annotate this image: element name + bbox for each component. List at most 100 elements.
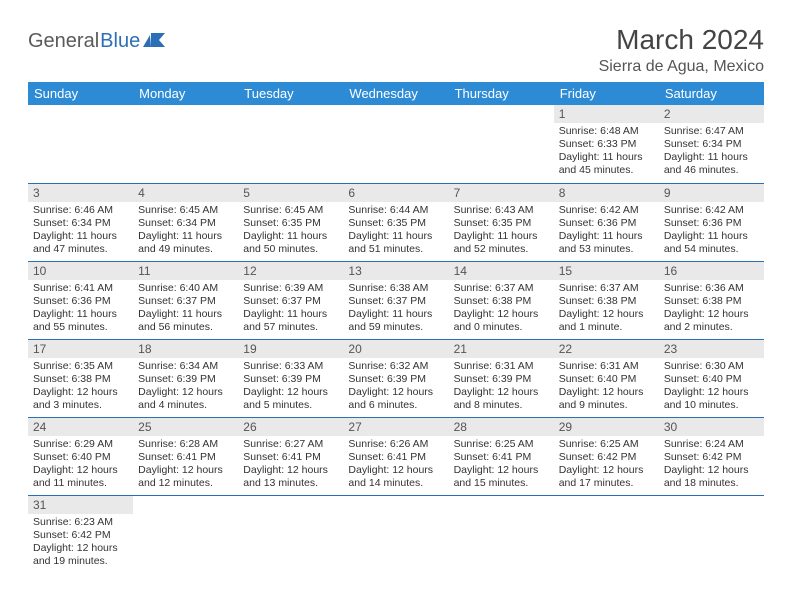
day-number: 6 bbox=[343, 184, 448, 202]
day-number: 14 bbox=[449, 262, 554, 280]
day-number: 23 bbox=[659, 340, 764, 358]
calendar-cell: 12Sunrise: 6:39 AMSunset: 6:37 PMDayligh… bbox=[238, 261, 343, 339]
day-number: 31 bbox=[28, 496, 133, 514]
day-details: Sunrise: 6:30 AMSunset: 6:40 PMDaylight:… bbox=[659, 358, 764, 416]
calendar-cell bbox=[28, 105, 133, 183]
day-number: 4 bbox=[133, 184, 238, 202]
day-details: Sunrise: 6:36 AMSunset: 6:38 PMDaylight:… bbox=[659, 280, 764, 338]
day-number: 21 bbox=[449, 340, 554, 358]
day-number: 17 bbox=[28, 340, 133, 358]
day-number: 8 bbox=[554, 184, 659, 202]
day-number: 5 bbox=[238, 184, 343, 202]
logo-text-blue: Blue bbox=[100, 30, 140, 53]
day-number: 9 bbox=[659, 184, 764, 202]
calendar-body: 1Sunrise: 6:48 AMSunset: 6:33 PMDaylight… bbox=[28, 105, 764, 573]
day-details: Sunrise: 6:40 AMSunset: 6:37 PMDaylight:… bbox=[133, 280, 238, 338]
day-details: Sunrise: 6:34 AMSunset: 6:39 PMDaylight:… bbox=[133, 358, 238, 416]
calendar-cell: 15Sunrise: 6:37 AMSunset: 6:38 PMDayligh… bbox=[554, 261, 659, 339]
day-details: Sunrise: 6:47 AMSunset: 6:34 PMDaylight:… bbox=[659, 123, 764, 181]
calendar-cell: 8Sunrise: 6:42 AMSunset: 6:36 PMDaylight… bbox=[554, 183, 659, 261]
calendar-table: SundayMondayTuesdayWednesdayThursdayFrid… bbox=[28, 82, 764, 573]
day-number: 2 bbox=[659, 105, 764, 123]
day-number: 7 bbox=[449, 184, 554, 202]
calendar-cell: 28Sunrise: 6:25 AMSunset: 6:41 PMDayligh… bbox=[449, 417, 554, 495]
calendar-cell: 9Sunrise: 6:42 AMSunset: 6:36 PMDaylight… bbox=[659, 183, 764, 261]
day-number: 27 bbox=[343, 418, 448, 436]
calendar-week-row: 24Sunrise: 6:29 AMSunset: 6:40 PMDayligh… bbox=[28, 417, 764, 495]
month-title: March 2024 bbox=[599, 24, 764, 56]
day-details: Sunrise: 6:42 AMSunset: 6:36 PMDaylight:… bbox=[659, 202, 764, 260]
weekday-header: Monday bbox=[133, 82, 238, 105]
day-details: Sunrise: 6:26 AMSunset: 6:41 PMDaylight:… bbox=[343, 436, 448, 494]
day-number: 20 bbox=[343, 340, 448, 358]
day-details: Sunrise: 6:38 AMSunset: 6:37 PMDaylight:… bbox=[343, 280, 448, 338]
calendar-cell bbox=[659, 495, 764, 573]
day-number: 18 bbox=[133, 340, 238, 358]
day-details: Sunrise: 6:28 AMSunset: 6:41 PMDaylight:… bbox=[133, 436, 238, 494]
day-number: 30 bbox=[659, 418, 764, 436]
day-details: Sunrise: 6:39 AMSunset: 6:37 PMDaylight:… bbox=[238, 280, 343, 338]
day-details: Sunrise: 6:31 AMSunset: 6:40 PMDaylight:… bbox=[554, 358, 659, 416]
calendar-cell: 26Sunrise: 6:27 AMSunset: 6:41 PMDayligh… bbox=[238, 417, 343, 495]
day-details: Sunrise: 6:33 AMSunset: 6:39 PMDaylight:… bbox=[238, 358, 343, 416]
day-number: 3 bbox=[28, 184, 133, 202]
calendar-cell: 11Sunrise: 6:40 AMSunset: 6:37 PMDayligh… bbox=[133, 261, 238, 339]
weekday-header: Saturday bbox=[659, 82, 764, 105]
weekday-header-row: SundayMondayTuesdayWednesdayThursdayFrid… bbox=[28, 82, 764, 105]
calendar-cell: 16Sunrise: 6:36 AMSunset: 6:38 PMDayligh… bbox=[659, 261, 764, 339]
day-number: 25 bbox=[133, 418, 238, 436]
header: GeneralBlue March 2024 Sierra de Agua, M… bbox=[28, 24, 764, 76]
day-details: Sunrise: 6:44 AMSunset: 6:35 PMDaylight:… bbox=[343, 202, 448, 260]
calendar-cell bbox=[238, 105, 343, 183]
day-number: 16 bbox=[659, 262, 764, 280]
calendar-cell: 3Sunrise: 6:46 AMSunset: 6:34 PMDaylight… bbox=[28, 183, 133, 261]
day-details: Sunrise: 6:48 AMSunset: 6:33 PMDaylight:… bbox=[554, 123, 659, 181]
day-number: 1 bbox=[554, 105, 659, 123]
calendar-cell bbox=[554, 495, 659, 573]
calendar-week-row: 1Sunrise: 6:48 AMSunset: 6:33 PMDaylight… bbox=[28, 105, 764, 183]
day-number: 26 bbox=[238, 418, 343, 436]
calendar-cell: 20Sunrise: 6:32 AMSunset: 6:39 PMDayligh… bbox=[343, 339, 448, 417]
calendar-cell: 21Sunrise: 6:31 AMSunset: 6:39 PMDayligh… bbox=[449, 339, 554, 417]
day-details: Sunrise: 6:42 AMSunset: 6:36 PMDaylight:… bbox=[554, 202, 659, 260]
logo-text-general: General bbox=[28, 30, 99, 53]
day-details: Sunrise: 6:29 AMSunset: 6:40 PMDaylight:… bbox=[28, 436, 133, 494]
day-number: 28 bbox=[449, 418, 554, 436]
calendar-cell: 29Sunrise: 6:25 AMSunset: 6:42 PMDayligh… bbox=[554, 417, 659, 495]
day-details: Sunrise: 6:45 AMSunset: 6:34 PMDaylight:… bbox=[133, 202, 238, 260]
day-number: 12 bbox=[238, 262, 343, 280]
weekday-header: Tuesday bbox=[238, 82, 343, 105]
calendar-cell: 23Sunrise: 6:30 AMSunset: 6:40 PMDayligh… bbox=[659, 339, 764, 417]
day-details: Sunrise: 6:37 AMSunset: 6:38 PMDaylight:… bbox=[554, 280, 659, 338]
calendar-cell bbox=[343, 495, 448, 573]
day-details: Sunrise: 6:43 AMSunset: 6:35 PMDaylight:… bbox=[449, 202, 554, 260]
calendar-cell: 27Sunrise: 6:26 AMSunset: 6:41 PMDayligh… bbox=[343, 417, 448, 495]
calendar-cell: 10Sunrise: 6:41 AMSunset: 6:36 PMDayligh… bbox=[28, 261, 133, 339]
calendar-cell: 25Sunrise: 6:28 AMSunset: 6:41 PMDayligh… bbox=[133, 417, 238, 495]
day-details: Sunrise: 6:31 AMSunset: 6:39 PMDaylight:… bbox=[449, 358, 554, 416]
calendar-week-row: 17Sunrise: 6:35 AMSunset: 6:38 PMDayligh… bbox=[28, 339, 764, 417]
weekday-header: Sunday bbox=[28, 82, 133, 105]
calendar-cell: 18Sunrise: 6:34 AMSunset: 6:39 PMDayligh… bbox=[133, 339, 238, 417]
day-details: Sunrise: 6:37 AMSunset: 6:38 PMDaylight:… bbox=[449, 280, 554, 338]
day-details: Sunrise: 6:25 AMSunset: 6:42 PMDaylight:… bbox=[554, 436, 659, 494]
calendar-cell: 13Sunrise: 6:38 AMSunset: 6:37 PMDayligh… bbox=[343, 261, 448, 339]
calendar-cell bbox=[449, 105, 554, 183]
calendar-cell: 24Sunrise: 6:29 AMSunset: 6:40 PMDayligh… bbox=[28, 417, 133, 495]
calendar-cell: 5Sunrise: 6:45 AMSunset: 6:35 PMDaylight… bbox=[238, 183, 343, 261]
day-number: 29 bbox=[554, 418, 659, 436]
day-number: 22 bbox=[554, 340, 659, 358]
location: Sierra de Agua, Mexico bbox=[599, 58, 764, 76]
calendar-week-row: 3Sunrise: 6:46 AMSunset: 6:34 PMDaylight… bbox=[28, 183, 764, 261]
logo-flag-icon bbox=[143, 33, 165, 47]
day-number: 11 bbox=[133, 262, 238, 280]
calendar-cell: 19Sunrise: 6:33 AMSunset: 6:39 PMDayligh… bbox=[238, 339, 343, 417]
calendar-cell: 14Sunrise: 6:37 AMSunset: 6:38 PMDayligh… bbox=[449, 261, 554, 339]
calendar-cell: 31Sunrise: 6:23 AMSunset: 6:42 PMDayligh… bbox=[28, 495, 133, 573]
day-details: Sunrise: 6:24 AMSunset: 6:42 PMDaylight:… bbox=[659, 436, 764, 494]
calendar-cell bbox=[343, 105, 448, 183]
calendar-cell: 4Sunrise: 6:45 AMSunset: 6:34 PMDaylight… bbox=[133, 183, 238, 261]
day-details: Sunrise: 6:45 AMSunset: 6:35 PMDaylight:… bbox=[238, 202, 343, 260]
day-number: 19 bbox=[238, 340, 343, 358]
calendar-cell: 30Sunrise: 6:24 AMSunset: 6:42 PMDayligh… bbox=[659, 417, 764, 495]
